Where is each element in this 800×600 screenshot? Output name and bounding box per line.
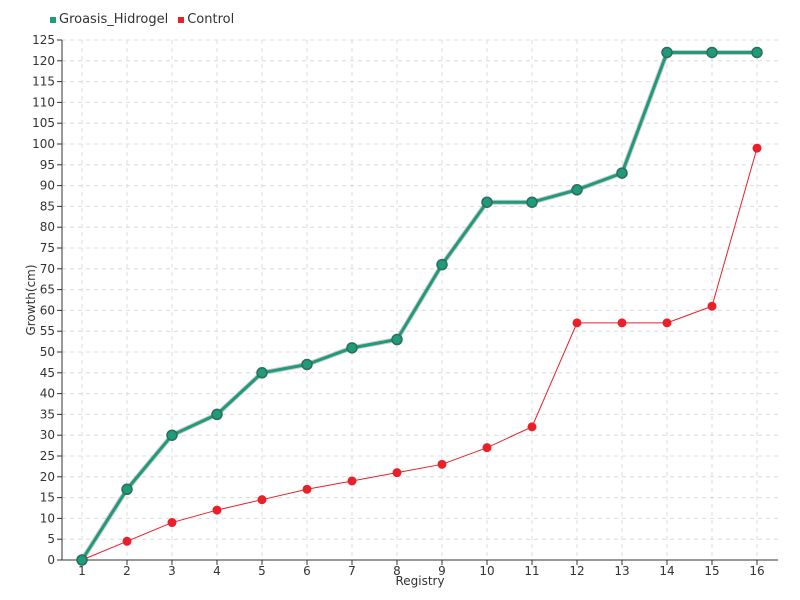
data-point-control — [302, 484, 312, 494]
data-point-groasis-hidrogel — [661, 46, 673, 59]
data-point-groasis-hidrogel — [121, 483, 133, 496]
x-axis-title: Registry — [395, 574, 444, 588]
data-point-groasis-hidrogel — [571, 184, 583, 196]
x-tick-label: 8 — [393, 564, 401, 578]
data-point-control — [527, 422, 537, 432]
y-tick-label: 100 — [32, 137, 55, 151]
y-tick-label: 55 — [40, 324, 55, 338]
x-tick-label: 15 — [704, 564, 719, 578]
y-tick-label: 5 — [47, 532, 55, 546]
data-point-groasis-hidrogel — [301, 358, 313, 371]
y-tick-label: 70 — [40, 262, 55, 276]
data-point-control — [572, 318, 582, 328]
y-tick-label: 0 — [47, 553, 55, 567]
series-shadow-groasis-hidrogel — [79, 49, 757, 562]
y-tick-label: 80 — [40, 220, 55, 234]
data-point-control — [437, 459, 447, 469]
x-tick-label: 6 — [303, 564, 311, 578]
x-tick-label: 3 — [168, 564, 176, 578]
series-line-groasis-hidrogel — [80, 50, 757, 561]
y-tick-label: 125 — [32, 33, 55, 47]
y-tick-label: 10 — [40, 511, 55, 525]
x-tick-label: 13 — [614, 564, 629, 578]
data-point-groasis-hidrogel — [211, 408, 223, 421]
data-point-control — [707, 301, 717, 311]
data-point-control — [752, 143, 762, 153]
data-point-control — [167, 518, 177, 528]
data-point-groasis-hidrogel — [391, 333, 403, 346]
data-point-control — [122, 536, 132, 546]
y-tick-label: 65 — [40, 283, 55, 297]
x-tick-label: 12 — [569, 564, 584, 578]
data-point-groasis-hidrogel — [346, 342, 358, 354]
y-tick-label: 35 — [40, 407, 55, 421]
axes: 0510152025303540455055606570758085909510… — [32, 33, 778, 578]
x-tick-label: 1 — [78, 564, 86, 578]
y-tick-label: 50 — [40, 345, 55, 359]
legend-item-groasis[interactable]: Groasis_Hidrogel — [50, 12, 168, 27]
data-point-groasis-hidrogel — [436, 258, 448, 271]
legend-swatch-groasis — [50, 16, 56, 23]
data-point-groasis-hidrogel — [616, 167, 628, 179]
y-tick-label: 60 — [40, 303, 55, 317]
x-tick-label: 11 — [524, 564, 539, 578]
data-point-groasis-hidrogel — [481, 196, 493, 208]
y-tick-label: 120 — [32, 54, 55, 68]
data-point-control — [617, 318, 627, 328]
y-tick-label: 30 — [40, 428, 55, 442]
series — [76, 46, 763, 566]
grid — [62, 39, 778, 560]
legend-label-groasis: Groasis_Hidrogel — [59, 12, 169, 27]
y-tick-label: 115 — [32, 75, 55, 89]
data-point-groasis-hidrogel — [526, 196, 538, 208]
chart-legend: Groasis_Hidrogel Control — [50, 12, 234, 27]
data-point-control — [347, 476, 357, 486]
data-point-groasis-hidrogel — [256, 367, 268, 379]
series-line-control — [81, 148, 758, 561]
data-point-control — [392, 468, 402, 478]
data-point-control — [212, 505, 222, 515]
y-tick-label: 40 — [40, 387, 55, 401]
y-tick-label: 75 — [40, 241, 55, 255]
x-tick-label: 5 — [258, 564, 266, 578]
data-point-groasis-hidrogel — [751, 46, 763, 59]
data-point-groasis-hidrogel — [76, 554, 88, 566]
y-tick-label: 20 — [40, 470, 55, 484]
y-tick-label: 110 — [32, 95, 55, 109]
y-tick-label: 45 — [40, 366, 55, 380]
y-tick-label: 90 — [40, 179, 55, 193]
y-tick-label: 85 — [40, 199, 55, 213]
data-point-groasis-hidrogel — [166, 429, 178, 441]
x-tick-label: 9 — [438, 564, 446, 578]
y-tick-label: 105 — [32, 116, 55, 130]
y-axis-title: Growth(cm) — [24, 264, 38, 335]
x-tick-label: 14 — [659, 564, 674, 578]
x-tick-label: 4 — [213, 564, 221, 578]
data-point-groasis-hidrogel — [706, 46, 718, 59]
y-tick-label: 25 — [40, 449, 55, 463]
x-tick-label: 16 — [749, 564, 764, 578]
x-tick-label: 2 — [123, 564, 131, 578]
x-tick-label: 7 — [348, 564, 356, 578]
y-tick-label: 15 — [40, 491, 55, 505]
legend-label-control: Control — [187, 12, 235, 27]
data-point-control — [662, 318, 672, 328]
legend-item-control[interactable]: Control — [178, 12, 234, 27]
y-tick-label: 95 — [40, 158, 55, 172]
data-point-control — [482, 443, 492, 453]
legend-swatch-control — [178, 16, 185, 23]
x-tick-label: 10 — [479, 564, 494, 578]
data-point-control — [257, 495, 267, 505]
